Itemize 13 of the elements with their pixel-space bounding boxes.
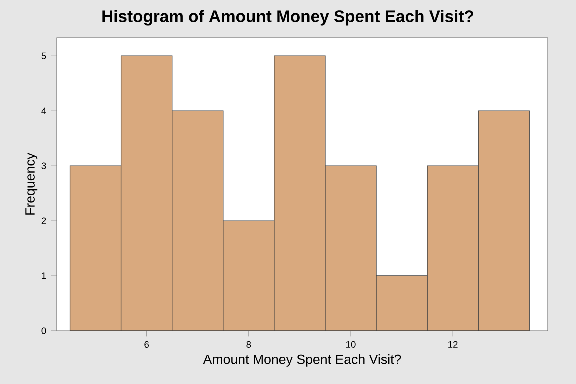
y-tick-label: 2 [42, 218, 46, 224]
x-axis-title: Amount Money Spent Each Visit? [203, 354, 402, 367]
x-tick-label: 12 [448, 341, 458, 348]
x-tick-label: 6 [144, 341, 150, 348]
y-axis-title: Frequency [26, 153, 38, 215]
chart-title: Histogram of Amount Money Spent Each Visit? [102, 10, 474, 26]
y-tick-label: 5 [42, 52, 46, 60]
y-tick-label: 1 [42, 272, 46, 280]
y-tick-label: 0 [42, 328, 46, 334]
y-tick-label: 4 [42, 108, 46, 114]
x-tick-label: 8 [246, 341, 252, 348]
x-tick-label: 10 [346, 341, 356, 348]
y-tick-label: 3 [42, 162, 46, 170]
